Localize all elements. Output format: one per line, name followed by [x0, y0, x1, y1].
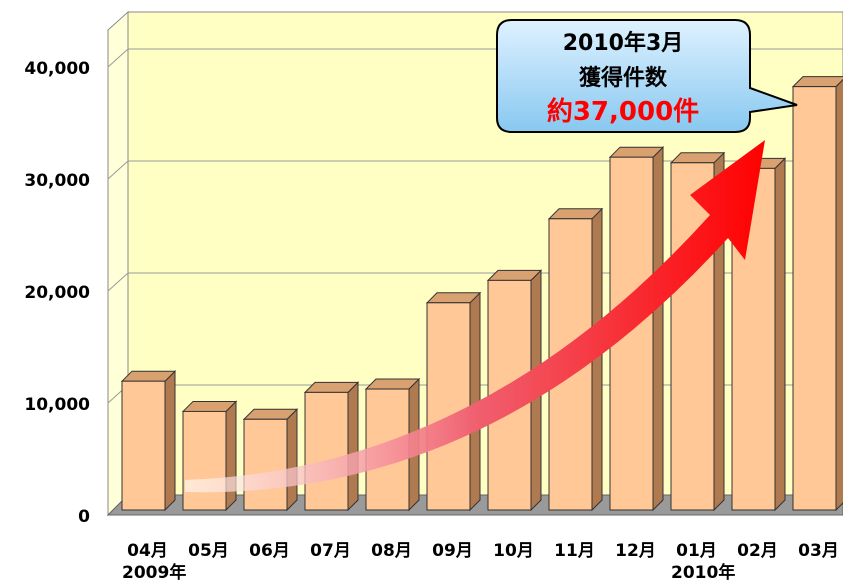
y-tick-label: 0	[78, 507, 90, 527]
bar-side	[286, 408, 298, 512]
bar	[792, 86, 837, 511]
bar	[670, 162, 715, 511]
y-tick-label: 40,000	[24, 59, 90, 79]
bar-side	[164, 369, 176, 512]
y-tick-label: 10,000	[24, 395, 90, 415]
bar-top	[547, 208, 604, 220]
bar-side	[835, 78, 843, 512]
x-tick-label: 11月	[554, 541, 595, 561]
grid-line	[107, 160, 843, 180]
x-tick-label: 01月	[676, 541, 717, 561]
x-tick-label: 12月	[615, 541, 656, 561]
bar-side	[774, 157, 786, 512]
bar-side	[652, 145, 664, 512]
x-tick-label: 08月	[371, 541, 412, 561]
bar-top	[181, 400, 238, 412]
callout-line: 2010年3月	[563, 30, 684, 56]
x-tick-label: 04月	[127, 541, 168, 561]
callout-highlight: 約37,000件	[547, 96, 699, 127]
bar	[426, 302, 471, 511]
bar-top	[425, 292, 482, 304]
x-tick-label: 07月	[310, 541, 351, 561]
grid-line	[107, 272, 843, 292]
callout-line: 獲得件数	[579, 65, 668, 91]
x-tick-label: 03月	[798, 541, 839, 561]
bar	[121, 380, 166, 511]
bar-top	[364, 378, 421, 390]
bar	[182, 410, 227, 511]
x-tick-label: 02月	[737, 541, 778, 561]
bar-top	[669, 152, 726, 164]
x-tick-label: 10月	[493, 541, 534, 561]
callout-box	[496, 19, 798, 133]
trend-arrow	[185, 140, 765, 493]
bar	[243, 418, 288, 511]
x-tick-label: 06月	[249, 541, 290, 561]
bar-top	[303, 381, 360, 393]
year-label: 2010年	[671, 562, 735, 582]
y-tick-label: 20,000	[24, 283, 90, 303]
bar-top	[242, 408, 299, 420]
bar-top	[608, 146, 665, 158]
bar-top	[486, 269, 543, 281]
bar	[304, 391, 349, 511]
bar-side	[347, 381, 359, 512]
y-tick-label: 30,000	[24, 171, 90, 191]
bar-side	[225, 400, 237, 512]
bar-top	[120, 370, 177, 382]
x-tick-label: 09月	[432, 541, 473, 561]
year-label: 2009年	[122, 562, 186, 582]
x-tick-label: 05月	[188, 541, 229, 561]
